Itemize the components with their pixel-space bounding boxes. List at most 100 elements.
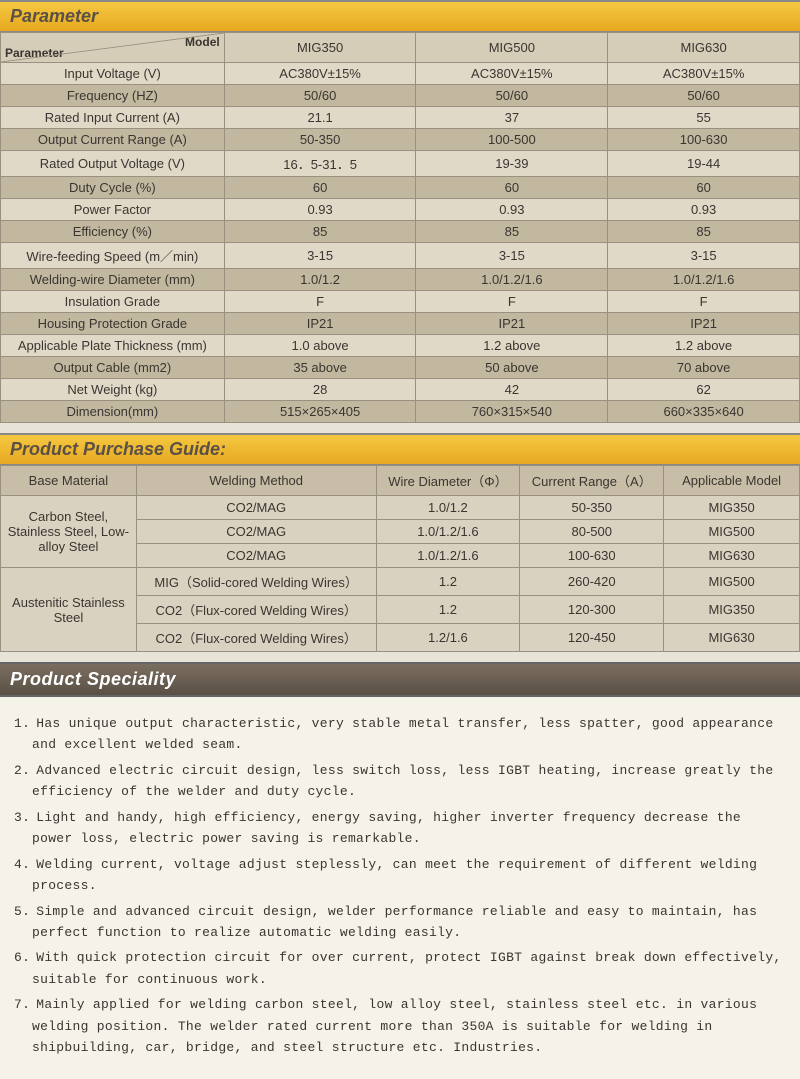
guide-cell-method: CO2/MAG [136,520,376,544]
table-row: Input Voltage (V)AC380V±15%AC380V±15%AC3… [1,63,800,85]
guide-column-header: Welding Method [136,466,376,496]
table-row: Rated Output Voltage (V)16．5-31．519-3919… [1,151,800,177]
parameter-label: Housing Protection Grade [1,313,225,335]
table-row: Rated Input Current (A)21.13755 [1,107,800,129]
parameter-value: F [224,291,416,313]
table-row: Carbon Steel, Stainless Steel, Low-alloy… [1,496,800,520]
parameter-value: F [608,291,800,313]
parameter-label: Rated Input Current (A) [1,107,225,129]
guide-cell-method: MIG（Solid-cored Welding Wires） [136,568,376,596]
model-header: MIG350 [224,33,416,63]
guide-cell-current: 120-450 [520,624,664,652]
guide-cell-diameter: 1.2/1.6 [376,624,520,652]
guide-cell-current: 50-350 [520,496,664,520]
parameter-value: 1.2 above [608,335,800,357]
parameter-label: Duty Cycle (%) [1,177,225,199]
parameter-value: 660×335×640 [608,401,800,423]
parameter-value: 62 [608,379,800,401]
guide-cell-model: MIG630 [664,544,800,568]
table-row: Dimension(mm)515×265×405760×315×540660×3… [1,401,800,423]
parameter-section-header: Parameter [0,0,800,32]
parameter-value: AC380V±15% [416,63,608,85]
parameter-label: Output Cable (mm2) [1,357,225,379]
base-material-cell: Austenitic Stainless Steel [1,568,137,652]
parameter-value: 19-44 [608,151,800,177]
parameter-value: 42 [416,379,608,401]
guide-cell-diameter: 1.0/1.2/1.6 [376,520,520,544]
parameter-value: 50 above [416,357,608,379]
guide-cell-diameter: 1.2 [376,596,520,624]
guide-cell-method: CO2（Flux-cored Welding Wires） [136,596,376,624]
parameter-value: 0.93 [608,199,800,221]
parameter-value: 50/60 [608,85,800,107]
guide-cell-method: CO2/MAG [136,544,376,568]
speciality-item: Mainly applied for welding carbon steel,… [14,994,786,1058]
parameter-label: Wire-feeding Speed (m／min) [1,243,225,269]
guide-cell-current: 120-300 [520,596,664,624]
table-row: Frequency (HZ)50/6050/6050/60 [1,85,800,107]
parameter-label: Power Factor [1,199,225,221]
parameter-value: 0.93 [224,199,416,221]
parameter-label: Applicable Plate Thickness (mm) [1,335,225,357]
parameter-value: 60 [224,177,416,199]
parameter-value: 1.2 above [416,335,608,357]
parameter-corner-cell: Parameter Model [1,33,225,63]
speciality-item: Light and handy, high efficiency, energy… [14,807,786,850]
guide-cell-current: 80-500 [520,520,664,544]
parameter-value: 16．5-31．5 [224,151,416,177]
table-row: Duty Cycle (%)606060 [1,177,800,199]
table-row: Efficiency (%)858585 [1,221,800,243]
table-row: Power Factor0.930.930.93 [1,199,800,221]
corner-row-label: Parameter [5,46,64,60]
parameter-value: 515×265×405 [224,401,416,423]
parameter-label: Dimension(mm) [1,401,225,423]
parameter-value: 1.0 above [224,335,416,357]
speciality-item: With quick protection circuit for over c… [14,947,786,990]
parameter-value: F [416,291,608,313]
parameter-value: 3-15 [224,243,416,269]
parameter-value: 1.0/1.2 [224,269,416,291]
parameter-label: Rated Output Voltage (V) [1,151,225,177]
parameter-value: 28 [224,379,416,401]
speciality-section-header: Product Speciality [0,662,800,697]
guide-cell-model: MIG500 [664,520,800,544]
model-header: MIG500 [416,33,608,63]
parameter-value: 21.1 [224,107,416,129]
guide-cell-model: MIG630 [664,624,800,652]
table-row: Net Weight (kg)284262 [1,379,800,401]
table-row: Welding-wire Diameter (mm)1.0/1.21.0/1.2… [1,269,800,291]
parameter-value: 3-15 [416,243,608,269]
speciality-item: Welding current, voltage adjust stepless… [14,854,786,897]
parameter-value: 70 above [608,357,800,379]
table-row: Applicable Plate Thickness (mm)1.0 above… [1,335,800,357]
parameter-value: 55 [608,107,800,129]
table-row: Wire-feeding Speed (m／min)3-153-153-15 [1,243,800,269]
guide-cell-method: CO2（Flux-cored Welding Wires） [136,624,376,652]
model-header: MIG630 [608,33,800,63]
table-row: Insulation GradeFFF [1,291,800,313]
parameter-value: 37 [416,107,608,129]
guide-cell-current: 100-630 [520,544,664,568]
parameter-value: AC380V±15% [608,63,800,85]
parameter-label: Net Weight (kg) [1,379,225,401]
speciality-item: Has unique output characteristic, very s… [14,713,786,756]
parameter-label: Welding-wire Diameter (mm) [1,269,225,291]
parameter-label: Output Current Range (A) [1,129,225,151]
parameter-value: 60 [416,177,608,199]
table-row: Output Cable (mm2)35 above50 above70 abo… [1,357,800,379]
guide-cell-model: MIG350 [664,596,800,624]
guide-column-header: Current Range（A） [520,466,664,496]
parameter-label: Insulation Grade [1,291,225,313]
parameter-value: 35 above [224,357,416,379]
guide-cell-current: 260-420 [520,568,664,596]
guide-cell-method: CO2/MAG [136,496,376,520]
guide-cell-model: MIG500 [664,568,800,596]
base-material-cell: Carbon Steel, Stainless Steel, Low-alloy… [1,496,137,568]
parameter-value: 1.0/1.2/1.6 [416,269,608,291]
parameter-value: 3-15 [608,243,800,269]
parameter-value: 100-500 [416,129,608,151]
speciality-item: Simple and advanced circuit design, weld… [14,901,786,944]
parameter-value: 760×315×540 [416,401,608,423]
parameter-label: Efficiency (%) [1,221,225,243]
parameter-value: IP21 [608,313,800,335]
